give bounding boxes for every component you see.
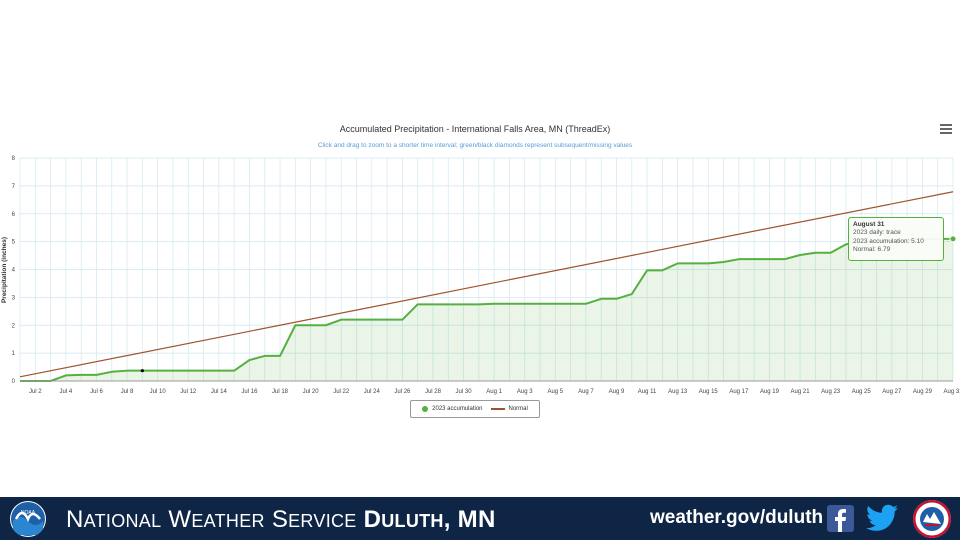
legend-line-icon: [490, 408, 505, 410]
x-tick-label: Jul 10: [150, 389, 167, 395]
tooltip-accumulation: 2023 accumulation: 5.10: [853, 237, 924, 245]
grid: [19, 157, 954, 382]
x-tick-label: Aug 1: [486, 389, 502, 395]
hover-point-marker: [949, 235, 957, 243]
accumulation-area-fill: [20, 238, 953, 381]
y-tick-label: 5: [12, 240, 16, 246]
x-tick-label: Jul 22: [333, 389, 350, 395]
y-axis-label: Precipitation (inches): [1, 237, 8, 303]
x-tick-label: Aug 25: [852, 389, 872, 395]
x-tick-label: Jul 28: [425, 389, 442, 395]
x-tick-label: Jul 26: [394, 389, 411, 395]
x-tick-label: Aug 11: [638, 389, 657, 395]
y-tick-label: 2: [12, 323, 16, 329]
y-tick-label: 7: [12, 184, 16, 190]
x-tick-label: Aug 5: [547, 389, 563, 395]
x-tick-label: Aug 23: [821, 389, 841, 395]
series-lines: [19, 191, 954, 382]
y-tick-label: 1: [12, 351, 16, 357]
y-tick-label: 4: [12, 268, 16, 274]
x-tick-label: Aug 21: [791, 389, 811, 395]
x-tick-label: Jul 6: [90, 389, 103, 395]
x-tick-label: Jul 30: [456, 389, 473, 395]
chart-subtitle: Click and drag to zoom to a shorter time…: [318, 142, 633, 149]
x-tick-label: Aug 27: [882, 389, 902, 395]
precipitation-chart[interactable]: Accumulated Precipitation - Internationa…: [0, 0, 960, 497]
footer-banner: NOAA NATIONAL WEATHER SERVICE DULUTH, MN…: [0, 497, 960, 540]
noaa-logo: NOAA: [10, 501, 46, 537]
x-tick-label: Aug 17: [729, 389, 749, 395]
x-axis: Jul 2 Jul 4 Jul 6 Jul 8 Jul 10 Jul 12 Jul 14 Ju…: [20, 380, 960, 395]
y-tick-label: 8: [12, 156, 16, 162]
legend-item-accumulation[interactable]: 2023 accumulation: [422, 406, 483, 412]
x-tick-label: Aug 29: [913, 389, 933, 395]
chart-tooltip: August 31 2023 daily: trace 2023 accumul…: [848, 217, 944, 261]
nws-logo: [913, 500, 951, 538]
y-tick-label: 0: [12, 379, 16, 385]
x-tick-label: Jul 18: [272, 389, 289, 395]
x-tick-label: Aug 19: [760, 389, 780, 395]
x-tick-label: Jul 4: [60, 389, 73, 395]
y-axis: 0 1 2 3 4 5 6 7 8: [12, 156, 16, 385]
chart-menu-icon[interactable]: [940, 124, 952, 136]
noaa-logo-text: NOAA: [21, 510, 36, 516]
legend-label: 2023 accumulation: [432, 406, 483, 412]
legend-label: Normal: [508, 406, 528, 412]
x-tick-label: Aug 31: [943, 389, 960, 395]
x-tick-label: Jul 8: [121, 389, 134, 395]
chart-title: Accumulated Precipitation - Internationa…: [340, 124, 611, 134]
footer-title: NATIONAL WEATHER SERVICE DULUTH, MN: [66, 506, 496, 533]
tooltip-date: August 31: [853, 221, 885, 228]
x-tick-label: Aug 13: [668, 389, 688, 395]
missing-value-marker: [140, 369, 144, 373]
tooltip-normal: Normal: 6.79: [853, 245, 891, 253]
series-line-accumulation[interactable]: [20, 237, 953, 382]
accumulation-area: [20, 238, 953, 381]
x-tick-label: Jul 20: [303, 389, 320, 395]
facebook-icon[interactable]: [827, 505, 854, 532]
x-tick-label: Aug 7: [578, 389, 594, 395]
x-tick-label: Aug 9: [609, 389, 625, 395]
x-tick-label: Jul 24: [364, 389, 381, 395]
series-line-normal[interactable]: [19, 191, 954, 378]
y-tick-label: 6: [12, 212, 16, 218]
x-tick-label: Jul 2: [29, 389, 42, 395]
x-tick-label: Jul 14: [211, 389, 228, 395]
x-tick-label: Aug 3: [517, 389, 533, 395]
tooltip-daily: 2023 daily: trace: [853, 229, 901, 237]
markers: [140, 235, 957, 373]
twitter-icon[interactable]: [866, 504, 898, 532]
legend-item-normal[interactable]: Normal: [490, 406, 528, 412]
x-tick-label: Jul 16: [241, 389, 258, 395]
y-tick-label: 3: [12, 295, 16, 301]
footer-url[interactable]: weather.gov/duluth: [650, 507, 824, 528]
x-tick-label: Aug 15: [699, 389, 719, 395]
legend: 2023 accumulation Normal: [410, 400, 540, 418]
legend-dot-icon: [422, 406, 429, 412]
x-tick-label: Jul 12: [180, 389, 197, 395]
